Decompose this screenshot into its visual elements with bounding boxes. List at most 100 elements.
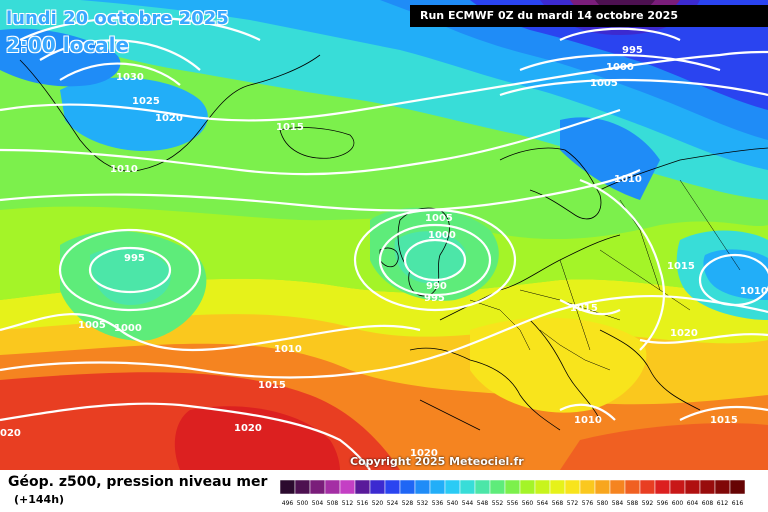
scale-swatch	[294, 480, 311, 495]
isobar-label: 1015	[710, 415, 738, 426]
scale-label: 592	[642, 500, 654, 507]
scale-label: 536	[432, 500, 444, 507]
scale-label: 552	[492, 500, 504, 507]
scale-swatch	[564, 480, 581, 495]
scale-label: 568	[552, 500, 564, 507]
map-canvas: 1030 1025 1020 1010 1015 995 1005 1000 1…	[0, 0, 768, 470]
scale-label: 524	[387, 500, 399, 507]
scale-label: 516	[357, 500, 369, 507]
isobar-label: 995	[124, 253, 145, 264]
isobar-label: 1010	[574, 415, 602, 426]
scale-swatch	[399, 480, 416, 495]
lead-time: (+144h)	[14, 493, 65, 506]
isobar-label: 1010	[274, 344, 302, 355]
isobar-label: 995	[424, 293, 445, 304]
scale-swatch	[534, 480, 551, 495]
scale-swatch	[324, 480, 341, 495]
scale-label: 532	[417, 500, 429, 507]
isobar-label: 1015	[570, 303, 598, 314]
isobar-label: 1010	[614, 174, 642, 185]
isobar-label: 1000	[428, 230, 456, 241]
isobar-label: 1015	[258, 380, 286, 391]
scale-swatch	[474, 480, 491, 495]
isobar-label: 1015	[667, 261, 695, 272]
isobar-label: 1005	[425, 213, 453, 224]
isobar-label: 1000	[606, 62, 634, 73]
isobar-label: 1005	[78, 320, 106, 331]
scale-label: 540	[447, 500, 459, 507]
isobar-label: 990	[426, 281, 447, 292]
scale-label: 564	[537, 500, 549, 507]
isobar-label: 1020	[234, 423, 262, 434]
scale-label: 616	[732, 500, 744, 507]
scale-label: 544	[462, 500, 474, 507]
scale-label: 608	[702, 500, 714, 507]
forecast-date: lundi 20 octobre 2025	[6, 8, 229, 29]
scale-label: 612	[717, 500, 729, 507]
scale-label: 600	[672, 500, 684, 507]
isobar-label: 1010	[110, 164, 138, 175]
isobar-label: 1025	[132, 96, 160, 107]
scale-swatch	[729, 480, 746, 495]
legend-footer: Géop. z500, pression niveau mer (+144h) …	[0, 470, 768, 512]
variable-title: Géop. z500, pression niveau mer	[8, 474, 268, 490]
scale-label: 504	[312, 500, 324, 507]
scale-swatch	[684, 480, 701, 495]
scale-swatch	[669, 480, 686, 495]
scale-label: 596	[657, 500, 669, 507]
scale-swatch	[369, 480, 386, 495]
isobar-labels: 1030 1025 1020 1010 1015 995 1005 1000 1…	[0, 45, 768, 459]
scale-label: 548	[477, 500, 489, 507]
scale-swatch	[654, 480, 671, 495]
scale-label: 572	[567, 500, 579, 507]
scale-label: 576	[582, 500, 594, 507]
isobar-label: 1020	[155, 113, 183, 124]
scale-label: 512	[342, 500, 354, 507]
scale-swatch	[459, 480, 476, 495]
scale-swatch	[624, 480, 641, 495]
scale-swatch	[549, 480, 566, 495]
copyright: Copyright 2025 Meteociel.fr	[350, 455, 524, 468]
isobar-label: 1015	[276, 122, 304, 133]
isobar-label: 1020	[670, 328, 698, 339]
scale-label: 588	[627, 500, 639, 507]
scale-label: 508	[327, 500, 339, 507]
scale-swatch	[699, 480, 716, 495]
scale-label: 584	[612, 500, 624, 507]
scale-label: 580	[597, 500, 609, 507]
isobar-label: 1020	[410, 448, 438, 459]
scale-label: 556	[507, 500, 519, 507]
isobar-label: 1000	[114, 323, 142, 334]
scale-swatch	[489, 480, 506, 495]
isobar-label: 020	[0, 428, 21, 439]
weather-map: 1030 1025 1020 1010 1015 995 1005 1000 1…	[0, 0, 768, 470]
scale-swatch	[639, 480, 656, 495]
scale-label: 500	[297, 500, 309, 507]
scale-swatch	[309, 480, 326, 495]
scale-swatch	[609, 480, 626, 495]
scale-swatch	[519, 480, 536, 495]
isobar-label: 1005	[590, 78, 618, 89]
scale-swatch	[354, 480, 371, 495]
scale-swatch	[280, 480, 296, 495]
color-scale: 496 500 504 508 512 516 520 524 528 532 536 540 544 5…	[280, 480, 746, 507]
scale-swatch	[414, 480, 431, 495]
scale-label: 604	[687, 500, 699, 507]
isobars	[0, 16, 768, 470]
scale-swatch	[444, 480, 461, 495]
scale-swatch	[714, 480, 731, 495]
geopotential-shading	[0, 0, 768, 470]
scale-swatch	[339, 480, 356, 495]
scale-label: 520	[372, 500, 384, 507]
scale-label: 496	[282, 500, 294, 507]
isobar-label: 1010	[740, 286, 768, 297]
scale-swatch	[429, 480, 446, 495]
isobar-label: 1030	[116, 72, 144, 83]
isobar-label: 995	[622, 45, 643, 56]
scale-swatch	[594, 480, 611, 495]
scale-swatch	[384, 480, 401, 495]
scale-label: 560	[522, 500, 534, 507]
forecast-time: 2:00 locale	[6, 33, 130, 57]
scale-swatch	[579, 480, 596, 495]
scale-label: 528	[402, 500, 414, 507]
